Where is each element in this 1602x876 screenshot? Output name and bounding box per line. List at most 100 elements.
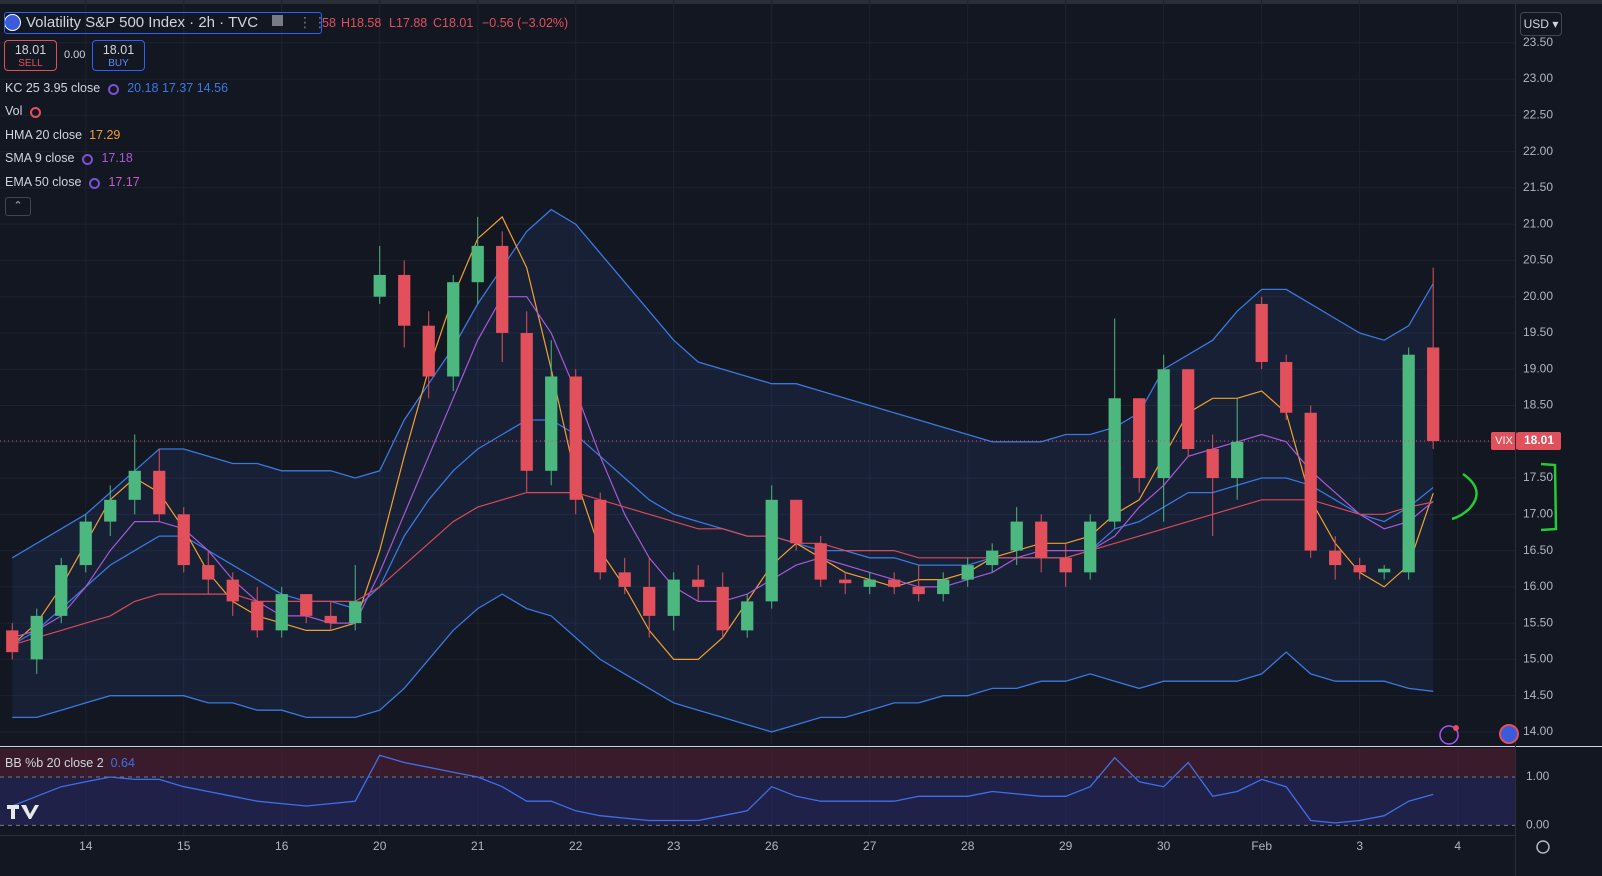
candle-body bbox=[300, 594, 313, 616]
legend-icon[interactable] bbox=[82, 154, 94, 165]
buy-price: 18.01 bbox=[102, 43, 135, 57]
collapse-button[interactable]: ⌃ bbox=[5, 197, 31, 216]
y-tick-label: 15.50 bbox=[1523, 615, 1553, 629]
legend-value: 14.56 bbox=[196, 81, 229, 95]
candle-body bbox=[839, 579, 852, 584]
indicator-line bbox=[11, 754, 1434, 824]
y-tick-label: 22.50 bbox=[1523, 108, 1553, 122]
candle-body bbox=[496, 245, 509, 333]
candle-body bbox=[1010, 521, 1023, 551]
candle-body bbox=[1084, 521, 1097, 573]
candle-body bbox=[716, 586, 729, 631]
candle-body bbox=[1255, 303, 1268, 362]
y-tick-label: 21.00 bbox=[1523, 216, 1553, 230]
y-tick-label: 16.00 bbox=[1523, 579, 1553, 593]
candle-body bbox=[1280, 361, 1293, 413]
candle-body bbox=[937, 579, 950, 595]
x-tick-label: 15 bbox=[177, 839, 191, 853]
candle-body bbox=[422, 325, 435, 377]
x-tick-label: Feb bbox=[1251, 839, 1272, 853]
legend-value: 20.18 bbox=[127, 81, 159, 95]
x-tick-label: 27 bbox=[863, 839, 877, 853]
ohlc-high: H18.58 bbox=[341, 16, 382, 30]
ohlc-close: C18.01 bbox=[433, 16, 474, 30]
price-tag-bg bbox=[1517, 432, 1561, 451]
legend-error-icon[interactable] bbox=[30, 107, 42, 118]
candle-body bbox=[79, 521, 92, 566]
legend-ema: EMA 50 close 17.17 bbox=[5, 175, 140, 189]
candle-body bbox=[790, 499, 803, 544]
channel-line bbox=[12, 593, 1434, 733]
legend-kc: KC 25 3.95 close 20.18 17.37 14.56 bbox=[5, 81, 228, 95]
candle-body bbox=[324, 615, 337, 624]
candle-body bbox=[226, 579, 239, 602]
channel-fill bbox=[12, 209, 1434, 732]
candle-body bbox=[814, 543, 827, 580]
y-tick-label: 15.00 bbox=[1523, 652, 1553, 666]
y-tick-label: 1.00 bbox=[1526, 769, 1550, 783]
flag-button[interactable] bbox=[272, 15, 283, 26]
y-tick-label: 17.50 bbox=[1523, 470, 1553, 484]
y-tick-label: 23.50 bbox=[1523, 35, 1553, 49]
candle-body bbox=[1304, 412, 1317, 551]
legend-hma: HMA 20 close 17.29 bbox=[5, 128, 120, 142]
alert-icon[interactable] bbox=[1439, 725, 1459, 745]
x-tick-label: 26 bbox=[765, 839, 779, 853]
x-tick-label: 23 bbox=[667, 839, 681, 853]
legend-name: Vol bbox=[5, 104, 23, 118]
buy-button[interactable]: 18.01 BUY bbox=[92, 40, 145, 71]
annotation-bracket bbox=[1540, 462, 1558, 532]
candle-body bbox=[349, 601, 362, 624]
x-tick-label: 4 bbox=[1454, 839, 1461, 853]
candle-body bbox=[1108, 398, 1121, 522]
candle-body bbox=[471, 245, 484, 283]
candle-body bbox=[202, 565, 215, 580]
candle-body bbox=[667, 579, 680, 616]
legend-icon[interactable] bbox=[89, 178, 101, 189]
band-upper bbox=[0, 748, 1515, 777]
y-tick-label: 17.00 bbox=[1523, 506, 1553, 520]
candle-body bbox=[398, 274, 411, 326]
candle-body bbox=[569, 376, 582, 500]
candle-body bbox=[275, 594, 288, 631]
candle-body bbox=[618, 572, 631, 587]
ohlc-change: −0.56 (−3.02%) bbox=[482, 16, 569, 30]
candle-body bbox=[692, 579, 705, 587]
alert-dot bbox=[1453, 725, 1459, 731]
x-tick-label: 30 bbox=[1157, 839, 1171, 853]
candle-body bbox=[55, 565, 68, 616]
candle-body bbox=[765, 499, 778, 602]
settings-icon[interactable] bbox=[1536, 840, 1550, 854]
candle-body bbox=[1402, 354, 1415, 573]
currency-button[interactable]: USD ▾ bbox=[1520, 12, 1562, 36]
legend-value: 17.17 bbox=[108, 175, 140, 189]
candle-body bbox=[1329, 550, 1342, 566]
indicator-line bbox=[12, 492, 1434, 646]
sell-button[interactable]: 18.01 SELL bbox=[4, 40, 57, 71]
candle-body bbox=[104, 499, 117, 522]
legend-icon[interactable] bbox=[108, 84, 120, 95]
axes: 14.00 14.50 15.00 15.50 16.00 16.50 17.00 17.50… bbox=[79, 35, 1561, 853]
currency: USD bbox=[1523, 17, 1549, 31]
sell-price: 18.01 bbox=[14, 43, 47, 57]
top-bar bbox=[0, 0, 1602, 4]
x-tick-label: 16 bbox=[275, 839, 289, 853]
buy-label: BUY bbox=[108, 58, 129, 69]
y-tick-label: 22.00 bbox=[1523, 144, 1553, 158]
legend-name: EMA 50 close bbox=[5, 175, 82, 189]
candle-body bbox=[1427, 347, 1440, 442]
symbol-box[interactable] bbox=[4, 12, 322, 34]
price-tag: 18.01 bbox=[1524, 433, 1554, 447]
candle-body bbox=[643, 586, 656, 616]
candle-body bbox=[1231, 441, 1244, 479]
candle-body bbox=[741, 601, 754, 631]
candle-body bbox=[1378, 568, 1391, 573]
candle-body bbox=[545, 376, 558, 471]
candle-body bbox=[888, 579, 901, 587]
menu-dots[interactable]: ⋮⋮ bbox=[298, 14, 328, 30]
candle-body bbox=[1206, 449, 1219, 479]
y-tick-label: 20.50 bbox=[1523, 253, 1553, 267]
